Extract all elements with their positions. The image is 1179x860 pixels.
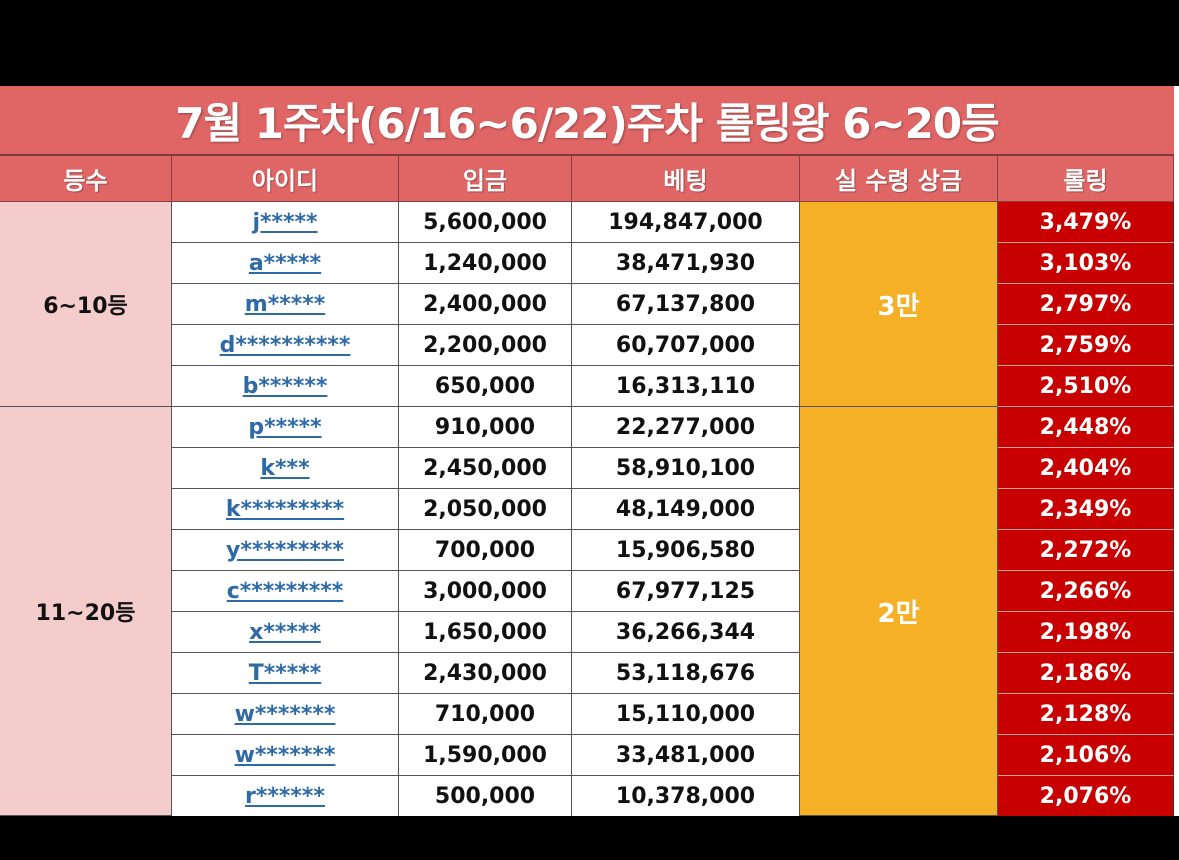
table-cell-rolling: 2,186%: [998, 653, 1174, 694]
table-cell-id: r******: [172, 776, 399, 816]
user-id-link[interactable]: k*********: [225, 496, 345, 522]
table-cell-id: d**********: [172, 325, 399, 366]
table-cell-betting: 58,910,100: [572, 448, 800, 489]
table-cell-id: w*******: [172, 694, 399, 735]
table-cell-deposit: 2,400,000: [399, 284, 572, 325]
table-cell-id: k***: [172, 448, 399, 489]
user-id-link[interactable]: T*****: [248, 660, 322, 686]
header-betting: 베팅: [572, 156, 800, 202]
table-cell-deposit: 3,000,000: [399, 571, 572, 612]
user-id-link[interactable]: w*******: [234, 742, 336, 768]
table-cell-id: k*********: [172, 489, 399, 530]
table-cell-rolling: 2,106%: [998, 735, 1174, 776]
user-id-link[interactable]: r******: [245, 783, 325, 809]
table-cell-rolling: 2,797%: [998, 284, 1174, 325]
table-cell-deposit: 910,000: [399, 407, 572, 448]
table-cell-rolling: 2,759%: [998, 325, 1174, 366]
table-cell-betting: 67,137,800: [572, 284, 800, 325]
user-id-link[interactable]: w*******: [234, 701, 336, 727]
header-rolling: 롤링: [998, 156, 1174, 202]
table-cell-betting: 60,707,000: [572, 325, 800, 366]
header-rank: 등수: [0, 156, 172, 202]
user-id-link[interactable]: m*****: [244, 291, 326, 317]
ranking-sheet: 7월 1주차(6/16~6/22)주차 롤링왕 6~20등 등수 아이디 입금 …: [0, 86, 1179, 816]
table-cell-deposit: 5,600,000: [399, 202, 572, 243]
table-cell-rolling: 3,103%: [998, 243, 1174, 284]
table-cell-rolling: 3,479%: [998, 202, 1174, 243]
prize-group-11-20: 2만: [800, 407, 998, 816]
table-cell-betting: 33,481,000: [572, 735, 800, 776]
table-cell-rolling: 2,128%: [998, 694, 1174, 735]
table-cell-rolling: 2,448%: [998, 407, 1174, 448]
user-id-link[interactable]: p*****: [248, 414, 322, 440]
table-cell-id: y*********: [172, 530, 399, 571]
table-cell-id: j*****: [172, 202, 399, 243]
table-cell-rolling: 2,198%: [998, 612, 1174, 653]
rank-group-6-10: 6~10등: [0, 202, 172, 407]
table-cell-rolling: 2,272%: [998, 530, 1174, 571]
table-cell-betting: 36,266,344: [572, 612, 800, 653]
table-cell-betting: 48,149,000: [572, 489, 800, 530]
header-user-id: 아이디: [172, 156, 399, 202]
table-cell-id: x*****: [172, 612, 399, 653]
user-id-link[interactable]: c*********: [226, 578, 344, 604]
table-cell-betting: 22,277,000: [572, 407, 800, 448]
table-cell-betting: 53,118,676: [572, 653, 800, 694]
table-cell-betting: 15,110,000: [572, 694, 800, 735]
table-cell-rolling: 2,404%: [998, 448, 1174, 489]
sheet-title: 7월 1주차(6/16~6/22)주차 롤링왕 6~20등: [0, 86, 1174, 156]
user-id-link[interactable]: k***: [260, 455, 310, 481]
user-id-link[interactable]: y*********: [226, 537, 344, 563]
table-cell-rolling: 2,266%: [998, 571, 1174, 612]
table-cell-rolling: 2,510%: [998, 366, 1174, 407]
table-cell-betting: 16,313,110: [572, 366, 800, 407]
user-id-link[interactable]: x*****: [249, 619, 321, 645]
user-id-link[interactable]: j*****: [252, 209, 318, 235]
table-cell-betting: 194,847,000: [572, 202, 800, 243]
rank-group-11-20: 11~20등: [0, 407, 172, 816]
table-cell-rolling: 2,076%: [998, 776, 1174, 816]
table-cell-betting: 15,906,580: [572, 530, 800, 571]
table-cell-id: w*******: [172, 735, 399, 776]
user-id-link[interactable]: b******: [242, 373, 328, 399]
table-cell-betting: 38,471,930: [572, 243, 800, 284]
user-id-link[interactable]: d**********: [219, 332, 351, 358]
table-cell-deposit: 700,000: [399, 530, 572, 571]
prize-group-6-10: 3만: [800, 202, 998, 407]
table-cell-id: p*****: [172, 407, 399, 448]
header-deposit: 입금: [399, 156, 572, 202]
table-cell-id: T*****: [172, 653, 399, 694]
user-id-link[interactable]: a*****: [248, 250, 322, 276]
table-cell-deposit: 1,240,000: [399, 243, 572, 284]
table-cell-betting: 67,977,125: [572, 571, 800, 612]
table-cell-deposit: 2,450,000: [399, 448, 572, 489]
table-cell-id: b******: [172, 366, 399, 407]
table-cell-deposit: 2,050,000: [399, 489, 572, 530]
table-cell-deposit: 1,590,000: [399, 735, 572, 776]
table-cell-deposit: 500,000: [399, 776, 572, 816]
table-cell-rolling: 2,349%: [998, 489, 1174, 530]
table-cell-deposit: 1,650,000: [399, 612, 572, 653]
table-cell-deposit: 2,200,000: [399, 325, 572, 366]
table-cell-id: a*****: [172, 243, 399, 284]
table-cell-deposit: 710,000: [399, 694, 572, 735]
table-cell-deposit: 650,000: [399, 366, 572, 407]
table-cell-deposit: 2,430,000: [399, 653, 572, 694]
table-cell-betting: 10,378,000: [572, 776, 800, 816]
header-prize: 실 수령 상금: [800, 156, 998, 202]
table-cell-id: m*****: [172, 284, 399, 325]
table-cell-id: c*********: [172, 571, 399, 612]
